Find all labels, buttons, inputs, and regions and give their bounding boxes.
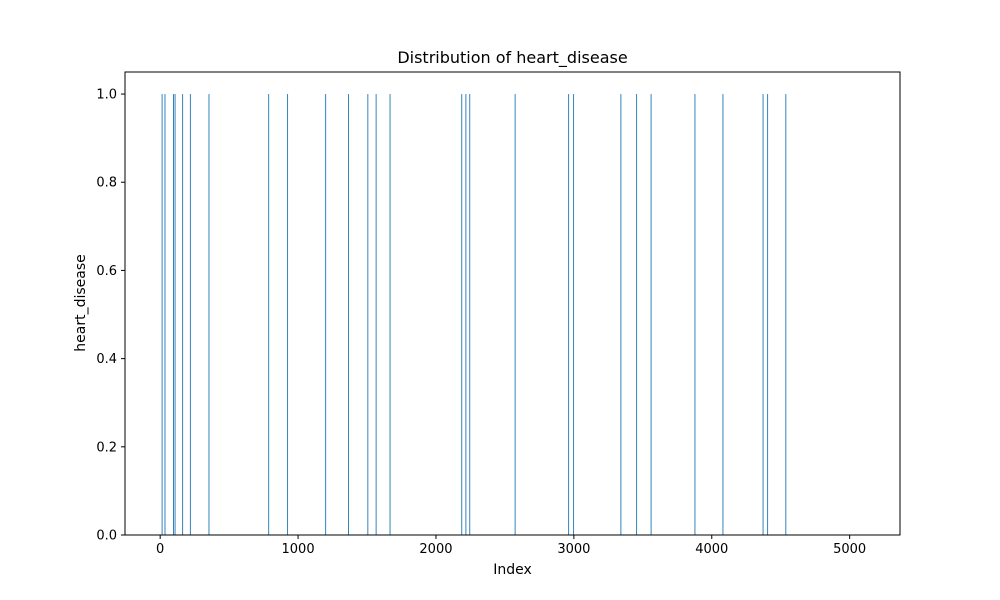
x-tick-label: 1000 (282, 542, 315, 557)
plot-frame (124, 71, 901, 536)
bar (469, 94, 471, 536)
bar (568, 94, 570, 536)
bar (389, 94, 391, 536)
y-axis-label: heart_disease (73, 254, 89, 351)
bar (348, 94, 349, 536)
bar (573, 94, 575, 536)
y-tick-label: 0.6 (96, 264, 117, 279)
bar (208, 94, 210, 536)
bar (182, 94, 184, 536)
bar (268, 94, 270, 536)
bar (465, 94, 467, 536)
y-tick-label: 0.2 (96, 440, 117, 455)
x-axis-label: Index (493, 562, 532, 578)
y-tick-label: 1.0 (96, 88, 117, 103)
bar (694, 94, 696, 536)
bar (620, 94, 622, 536)
bar (325, 94, 327, 536)
y-axis-ticks: 0.0 0.2 0.4 0.6 0.8 1.0 (96, 88, 125, 544)
bar (287, 94, 289, 536)
bar (367, 94, 369, 536)
bar (189, 94, 191, 536)
x-tick-label: 5000 (833, 542, 866, 557)
bar (722, 94, 724, 536)
y-tick-label: 0.8 (96, 176, 117, 191)
chart-title: Distribution of heart_disease (397, 48, 627, 68)
bar (164, 94, 166, 536)
bar (650, 94, 652, 536)
bar (173, 94, 174, 536)
bar (767, 94, 769, 536)
bar (174, 94, 176, 536)
bar (636, 94, 638, 536)
bars-group (161, 94, 787, 536)
y-tick-label: 0.0 (96, 529, 117, 544)
bar (461, 94, 463, 536)
bar (161, 94, 163, 536)
bar (375, 94, 377, 536)
x-tick-label: 4000 (695, 542, 728, 557)
bar (762, 94, 764, 536)
bar (785, 94, 787, 536)
x-axis-ticks: 0 1000 2000 3000 4000 5000 (156, 535, 866, 557)
bar (514, 94, 516, 536)
y-tick-label: 0.4 (96, 352, 117, 367)
x-tick-label: 0 (156, 542, 164, 557)
x-tick-label: 2000 (419, 542, 452, 557)
x-tick-label: 3000 (557, 542, 590, 557)
